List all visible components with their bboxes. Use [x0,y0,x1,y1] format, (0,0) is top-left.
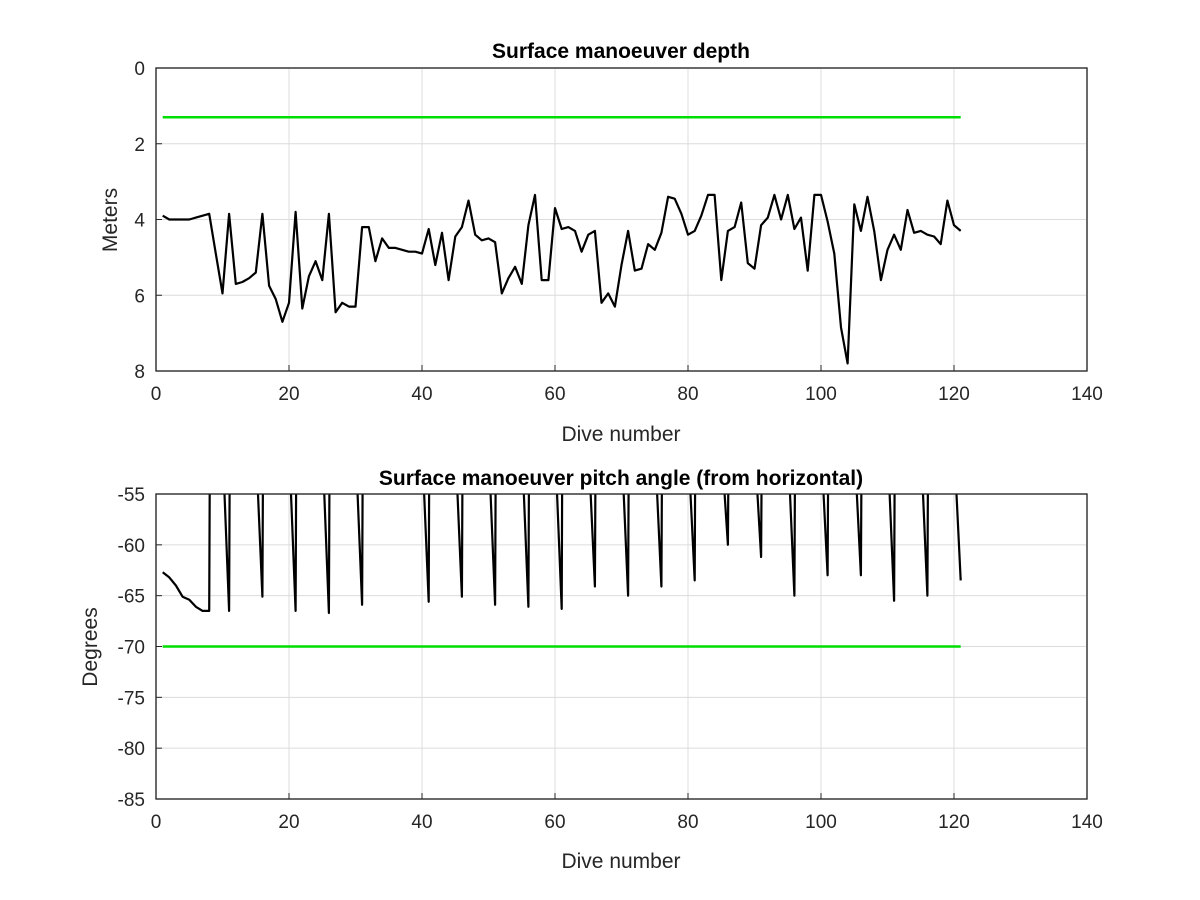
y-tick-label: -80 [118,739,145,760]
pitch-y-axis-label: Degrees [79,607,102,686]
y-tick-label: 8 [134,362,145,383]
x-tick-label: 40 [411,384,432,405]
depth-y-axis-label: Meters [99,188,122,252]
depth-panel: 0 20 40 60 80 100 120 140 0 2 4 6 8 Surface manoeuve… [99,40,1103,446]
pitch-chart-title: Surface manoeuver pitch angle (from hori… [379,467,863,490]
x-tick-label: 120 [938,812,970,833]
pitch-panel: 0 20 40 60 80 100 120 140-55-60-65-70-75-80-85 … [79,467,1103,873]
x-tick-label: 20 [278,812,299,833]
depth-lines [162,115,962,365]
depth-grid [156,68,1087,371]
y-tick-label: 2 [134,135,145,156]
pitch-lines [162,494,962,648]
measured-line [162,494,962,615]
x-tick-label: 140 [1071,384,1103,405]
y-tick-label: -65 [118,587,145,608]
y-tick-label: 6 [134,286,145,307]
y-tick-label: -60 [118,536,145,557]
y-tick-label: -55 [118,485,145,506]
x-tick-label: 100 [805,384,837,405]
y-tick-label: 0 [134,59,145,80]
x-tick-label: 0 [151,812,162,833]
x-tick-label: 80 [677,384,698,405]
y-tick-label: -85 [118,790,145,811]
x-tick-label: 80 [677,812,698,833]
depth-chart-title: Surface manoeuver depth [492,40,750,63]
x-tick-label: 60 [544,384,565,405]
pitch-plot-frame [155,493,1088,800]
depth-ticks: 0 20 40 60 80 100 120 140 0 2 4 6 8 [134,59,1102,405]
x-tick-label: 120 [938,384,970,405]
y-tick-label: -75 [118,688,145,709]
x-tick-label: 40 [411,812,432,833]
x-tick-label: 100 [805,812,837,833]
x-tick-label: 140 [1071,812,1103,833]
x-tick-label: 60 [544,812,565,833]
y-tick-label: 4 [134,211,145,232]
depth-plot-frame [155,67,1088,372]
x-tick-label: 0 [151,384,162,405]
depth-x-axis-label: Dive number [561,423,680,446]
measured-line [162,193,962,365]
x-tick-label: 20 [278,384,299,405]
y-tick-label: -70 [118,638,145,659]
pitch-ticks: 0 20 40 60 80 100 120 140 -55 -60 -65 -70 -75 -80 -85 [118,485,1103,833]
pitch-x-axis-label: Dive number [561,850,680,873]
